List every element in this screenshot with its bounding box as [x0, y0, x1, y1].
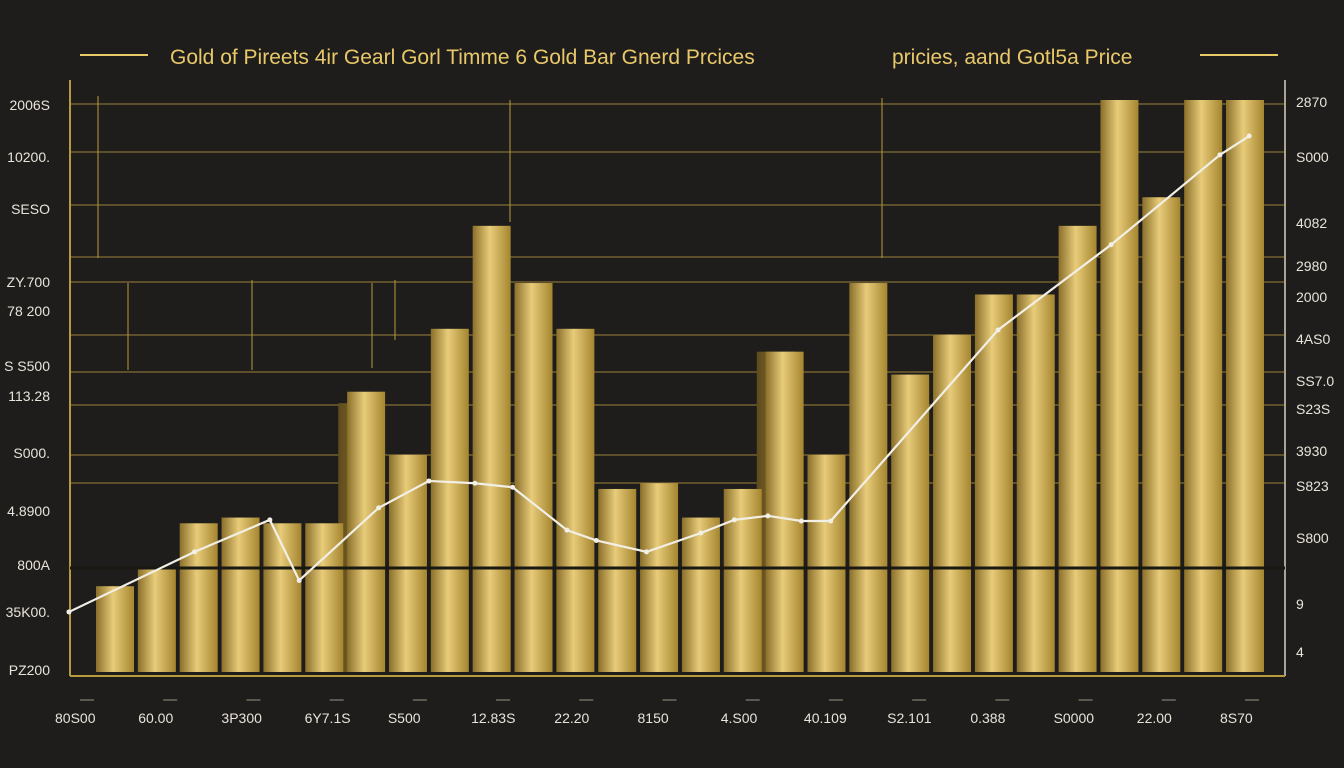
x-tick-label: S0000: [1053, 710, 1095, 726]
left-axis-label: PZ200: [8, 662, 50, 678]
left-axis-label: 78 200: [7, 303, 50, 319]
bar: [598, 488, 637, 672]
bar: [1058, 225, 1097, 672]
bar: [1100, 100, 1139, 672]
x-tick-label: 22.20: [554, 710, 590, 726]
line-point: [1108, 242, 1114, 248]
x-tick-label: S500: [387, 710, 421, 726]
x-tick-label: 80S00: [55, 710, 96, 726]
bar: [179, 523, 218, 672]
chart-title: Gold of Pireets 4ir Gearl Gorl Timme 6 G…: [170, 46, 755, 69]
right-axis-label: 2870: [1296, 94, 1328, 110]
x-tick-label: 60.00: [138, 710, 174, 726]
x-tick-label: 0.388: [970, 710, 1006, 726]
bar: [974, 294, 1013, 672]
line-point: [192, 549, 198, 555]
left-axis-label: 800A: [17, 557, 50, 573]
bar: [681, 517, 720, 672]
left-axis-label: S S500: [4, 358, 50, 374]
line-point: [472, 480, 478, 486]
bar: [221, 517, 260, 672]
bar: [430, 328, 469, 672]
left-axis-label: 113.28: [8, 388, 50, 404]
left-axis-label: 4.8900: [7, 503, 50, 519]
bar: [1184, 100, 1223, 672]
right-axis-label: 4: [1296, 644, 1304, 660]
line-point: [426, 478, 432, 484]
line-point: [267, 517, 273, 523]
line-point: [731, 517, 737, 523]
left-axis-label: S000.: [13, 445, 50, 461]
line-point: [510, 484, 516, 490]
bar: [807, 454, 846, 672]
chart-subtitle: pricies, aand Gotl5a Price: [892, 46, 1133, 69]
line-point: [828, 518, 834, 524]
bar: [388, 454, 427, 672]
bar: [305, 523, 344, 672]
x-tick-label: 6Y7.1S: [304, 710, 351, 726]
right-axis-label: S000: [1296, 149, 1329, 165]
left-axis-label: 10200.: [7, 149, 50, 165]
right-axis-label: 3930: [1296, 443, 1328, 459]
line-point: [376, 505, 382, 511]
line-point: [1246, 133, 1252, 139]
bar: [891, 374, 930, 672]
price-line: [68, 135, 1250, 613]
right-axis-label: S823: [1296, 478, 1329, 494]
line-point: [644, 549, 650, 555]
x-tick-label: 40.109: [803, 710, 847, 726]
x-tick-label: 8S70: [1220, 710, 1253, 726]
left-axis-label: 35K00.: [5, 604, 50, 620]
line-point: [564, 527, 570, 533]
right-axis-label: S800: [1296, 530, 1329, 546]
bar: [1016, 294, 1055, 672]
right-axis-label: SS7.0: [1296, 373, 1335, 389]
left-axis-label: SESO: [11, 201, 50, 217]
line-point: [995, 327, 1001, 333]
line-point: [66, 609, 72, 615]
left-axis-label: 2006S: [9, 97, 50, 113]
right-axis-label: 2000: [1296, 289, 1328, 305]
bar: [640, 483, 679, 672]
line-point: [1217, 152, 1223, 158]
x-tick-label: 22.00: [1136, 710, 1172, 726]
x-tick-label: 4.S00: [720, 710, 758, 726]
bar: [514, 283, 553, 672]
bar: [933, 334, 972, 672]
x-tick-label: S2.101: [887, 710, 932, 726]
bar: [1142, 197, 1181, 673]
line-point: [798, 518, 804, 524]
line-point: [296, 577, 302, 583]
x-tick-label: 12.83S: [471, 710, 516, 726]
right-axis-label: 4AS0: [1296, 331, 1331, 347]
right-axis-label: 2980: [1296, 258, 1328, 274]
right-axis-label: 9: [1296, 596, 1304, 612]
x-tick-label: 3P300: [221, 710, 262, 726]
bar: [96, 586, 134, 672]
right-axis-label: S23S: [1296, 401, 1331, 417]
bar: [472, 225, 511, 672]
bar: [1226, 100, 1264, 672]
bar: [556, 328, 595, 672]
line-point: [593, 537, 599, 543]
bar: [137, 569, 176, 672]
bar: [765, 351, 804, 672]
right-axis-label: 4082: [1296, 215, 1328, 231]
left-axis-label: ZY.700: [6, 274, 50, 290]
x-tick-label: 8150: [637, 710, 669, 726]
line-point: [765, 513, 771, 519]
line-point: [698, 530, 704, 536]
